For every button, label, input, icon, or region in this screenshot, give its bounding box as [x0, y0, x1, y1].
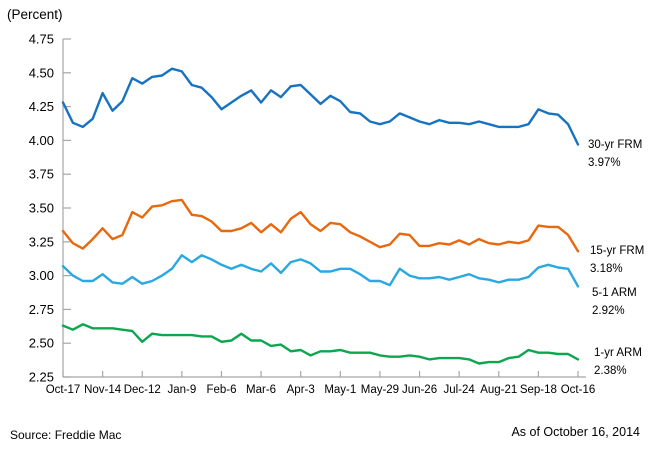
series-end-value-15yr-frm: 3.18%	[590, 263, 623, 275]
series-annotation-5-1-arm: 5-1 ARM 2.92%	[592, 284, 637, 320]
series-annotation-1yr-arm: 1-yr ARM 2.38%	[594, 344, 642, 380]
x-axis-tick-label: May-29	[361, 384, 399, 396]
x-axis-tick-label: Mar-6	[246, 384, 276, 396]
y-axis-tick-label: 3.50	[29, 201, 54, 216]
y-axis-tick-label: 2.75	[29, 302, 54, 317]
y-axis-tick-label: 4.25	[29, 99, 54, 114]
x-axis-tick-label: Aug-21	[480, 384, 517, 396]
series-name-15yr-frm: 15-yr FRM	[590, 245, 645, 257]
as-of-date: As of October 16, 2014	[511, 425, 640, 439]
x-axis-tick-label: Jan-9	[167, 384, 196, 396]
source-note: Source: Freddie Mac	[10, 428, 122, 442]
series-line-1-yr-arm	[61, 323, 580, 365]
y-axis-tick-label: 2.50	[29, 336, 54, 351]
series-end-value-30yr-frm: 3.97%	[588, 157, 621, 169]
series-name-5-1-arm: 5-1 ARM	[592, 287, 637, 299]
x-axis-tick-label: Apr-3	[287, 384, 315, 396]
x-axis-tick-label: Jun-26	[402, 384, 437, 396]
y-axis-tick-label: 4.75	[29, 32, 54, 47]
x-axis-tick-label: Oct-16	[561, 384, 596, 396]
series-annotation-30yr-frm: 30-yr FRM 3.97%	[588, 136, 642, 172]
x-axis-tick-label: Feb-6	[206, 384, 236, 396]
series-line-5-1-arm	[61, 254, 580, 288]
series-end-value-5-1-arm: 2.92%	[592, 305, 625, 317]
x-axis-tick-label: May-1	[324, 384, 356, 396]
series-end-value-1yr-arm: 2.38%	[594, 365, 627, 377]
y-axis-tick-label: 2.25	[29, 370, 54, 385]
series-annotation-15yr-frm: 15-yr FRM 3.18%	[590, 242, 644, 278]
y-axis-tick-label: 3.75	[29, 167, 54, 182]
x-axis-tick-label: Jul-24	[443, 384, 475, 396]
x-axis-tick-label: Dec-12	[124, 384, 161, 396]
x-axis-tick-label: Oct-17	[46, 384, 81, 396]
y-axis-unit-label: (Percent)	[7, 7, 63, 22]
x-axis-tick-label: Nov-14	[84, 384, 122, 396]
series-line-15-yr-frm	[61, 198, 580, 253]
series-line-30-yr-frm	[61, 67, 580, 146]
y-axis-tick-label: 3.00	[29, 268, 54, 283]
series-name-30yr-frm: 30-yr FRM	[588, 139, 643, 151]
series-name-1yr-arm: 1-yr ARM	[594, 347, 642, 359]
x-axis-tick-label: Sep-18	[520, 384, 557, 396]
y-axis-tick-label: 3.25	[29, 234, 54, 249]
y-axis-tick-label: 4.00	[29, 133, 54, 148]
y-axis-tick-label: 4.50	[29, 65, 54, 80]
